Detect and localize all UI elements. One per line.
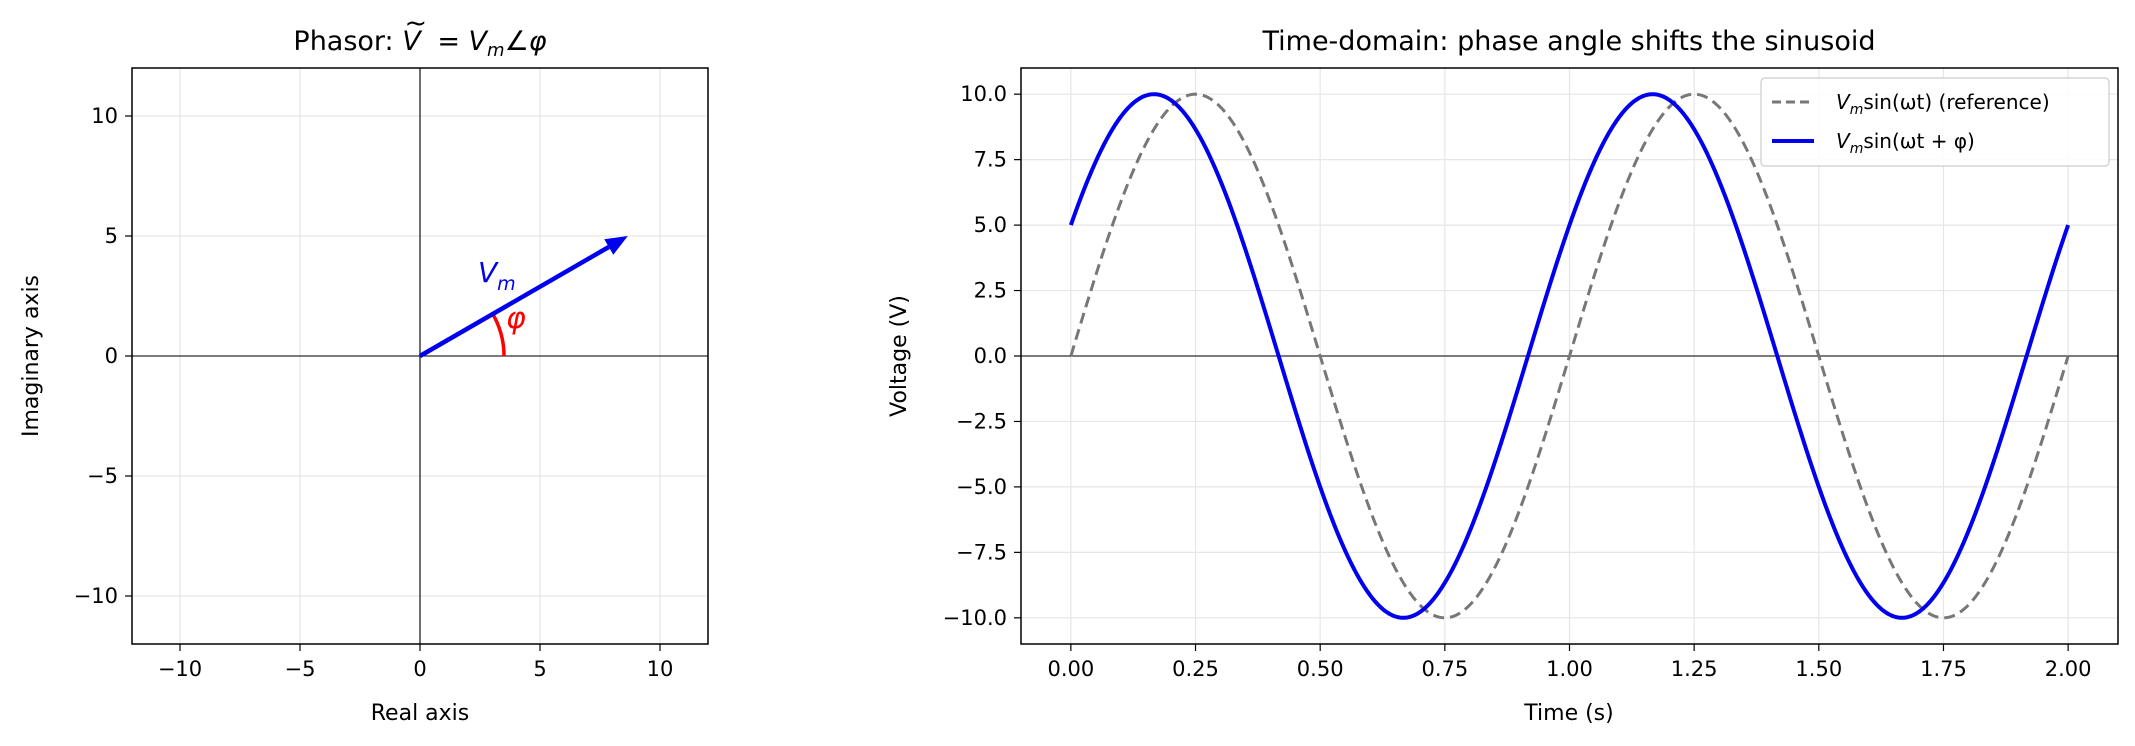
time-y-tick-label: 5.0 <box>974 213 1007 237</box>
phasor-title: Phasor: V = Vm∠φ <box>293 26 546 61</box>
phasor-y-ticks: −10 −5 0 5 10 <box>74 104 132 608</box>
time-x-tick-label: 0.75 <box>1421 657 1468 681</box>
time-domain-chart: 0.00 0.25 0.50 0.75 1.00 1.25 1.50 1.75 2.00 −10… <box>887 26 2119 726</box>
phasor-marks <box>418 236 628 358</box>
time-x-tick-label: 0.00 <box>1047 657 1094 681</box>
phasor-x-tick-label: −10 <box>158 657 202 681</box>
legend: Vmsin(ωt) (reference) Vmsin(ωt + φ) <box>1760 77 2110 167</box>
shifted-sine-line <box>1068 92 2071 620</box>
phasor-x-axis-label: Real axis <box>371 701 470 726</box>
time-x-tick-label: 1.50 <box>1795 657 1842 681</box>
phasor-chart: −10 −5 0 5 10 −10 −5 0 5 10 Phasor: V = Vm∠φ ~ R… <box>19 8 709 726</box>
legend-shifted-label: Vmsin(ωt + φ) <box>1836 129 1975 157</box>
time-y-tick-label: 7.5 <box>974 148 1007 172</box>
reference-sine-line <box>1069 92 2070 620</box>
time-y-tick-label: 10.0 <box>960 82 1007 106</box>
time-x-axis-label: Time (s) <box>1523 701 1613 726</box>
phasor-y-tick-label: 5 <box>105 224 118 248</box>
phasor-x-tick-label: −5 <box>285 657 316 681</box>
time-x-tick-label: 2.00 <box>2045 657 2092 681</box>
phasor-title-tilde: ~ <box>404 8 427 39</box>
phasor-y-tick-label: 10 <box>91 104 118 128</box>
time-x-ticks: 0.00 0.25 0.50 0.75 1.00 1.25 1.50 1.75 2.00 <box>1047 644 2092 681</box>
phasor-vector-arrowhead <box>604 236 628 255</box>
time-y-tick-label: −10.0 <box>943 606 1007 630</box>
phasor-magnitude-label: Vm <box>478 256 516 295</box>
time-x-tick-label: 0.25 <box>1172 657 1219 681</box>
time-y-tick-label: −2.5 <box>956 409 1007 433</box>
time-title: Time-domain: phase angle shifts the sinu… <box>1261 26 1875 57</box>
phasor-x-tick-label: 10 <box>647 657 674 681</box>
phasor-y-tick-label: 0 <box>105 344 118 368</box>
legend-reference-label: Vmsin(ωt) (reference) <box>1836 90 2050 118</box>
phasor-angle-label: φ <box>506 301 526 336</box>
legend-box <box>1760 77 2110 167</box>
time-y-axis-label: Voltage (V) <box>887 295 912 417</box>
time-y-tick-label: 0.0 <box>974 344 1007 368</box>
phasor-x-tick-label: 5 <box>533 657 546 681</box>
time-x-tick-label: 1.75 <box>1920 657 1967 681</box>
time-x-tick-label: 1.00 <box>1546 657 1593 681</box>
time-y-tick-label: 2.5 <box>974 279 1007 303</box>
phasor-y-tick-label: −10 <box>74 584 118 608</box>
phasor-y-tick-label: −5 <box>87 464 118 488</box>
time-y-ticks: −10.0 −7.5 −5.0 −2.5 0.0 2.5 5.0 7.5 10.0 <box>943 82 1021 630</box>
time-x-tick-label: 1.25 <box>1671 657 1718 681</box>
phasor-x-ticks: −10 −5 0 5 10 <box>158 644 674 681</box>
phasor-vector-line <box>418 245 610 358</box>
time-x-tick-label: 0.50 <box>1297 657 1344 681</box>
phasor-y-axis-label: Imaginary axis <box>19 275 44 437</box>
time-series-group <box>1068 92 2071 620</box>
time-y-tick-label: −7.5 <box>956 540 1007 564</box>
time-y-tick-label: −5.0 <box>956 475 1007 499</box>
phasor-angle-arc <box>491 313 506 357</box>
phasor-x-tick-label: 0 <box>413 657 426 681</box>
